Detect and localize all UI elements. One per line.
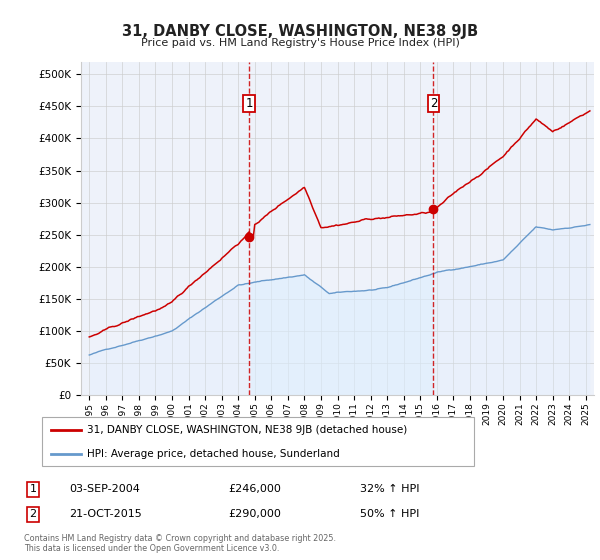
Text: 2: 2	[29, 509, 37, 519]
Text: 32% ↑ HPI: 32% ↑ HPI	[360, 484, 419, 494]
Text: 21-OCT-2015: 21-OCT-2015	[69, 509, 142, 519]
Text: 03-SEP-2004: 03-SEP-2004	[69, 484, 140, 494]
Text: 1: 1	[245, 97, 253, 110]
Text: £246,000: £246,000	[228, 484, 281, 494]
Text: 31, DANBY CLOSE, WASHINGTON, NE38 9JB (detached house): 31, DANBY CLOSE, WASHINGTON, NE38 9JB (d…	[88, 426, 407, 436]
Text: 1: 1	[29, 484, 37, 494]
Text: 2: 2	[430, 97, 437, 110]
Text: HPI: Average price, detached house, Sunderland: HPI: Average price, detached house, Sund…	[88, 449, 340, 459]
FancyBboxPatch shape	[42, 417, 474, 466]
Text: £290,000: £290,000	[228, 509, 281, 519]
Text: 31, DANBY CLOSE, WASHINGTON, NE38 9JB: 31, DANBY CLOSE, WASHINGTON, NE38 9JB	[122, 24, 478, 39]
Text: 50% ↑ HPI: 50% ↑ HPI	[360, 509, 419, 519]
Text: Price paid vs. HM Land Registry's House Price Index (HPI): Price paid vs. HM Land Registry's House …	[140, 38, 460, 48]
Text: Contains HM Land Registry data © Crown copyright and database right 2025.
This d: Contains HM Land Registry data © Crown c…	[24, 534, 336, 553]
